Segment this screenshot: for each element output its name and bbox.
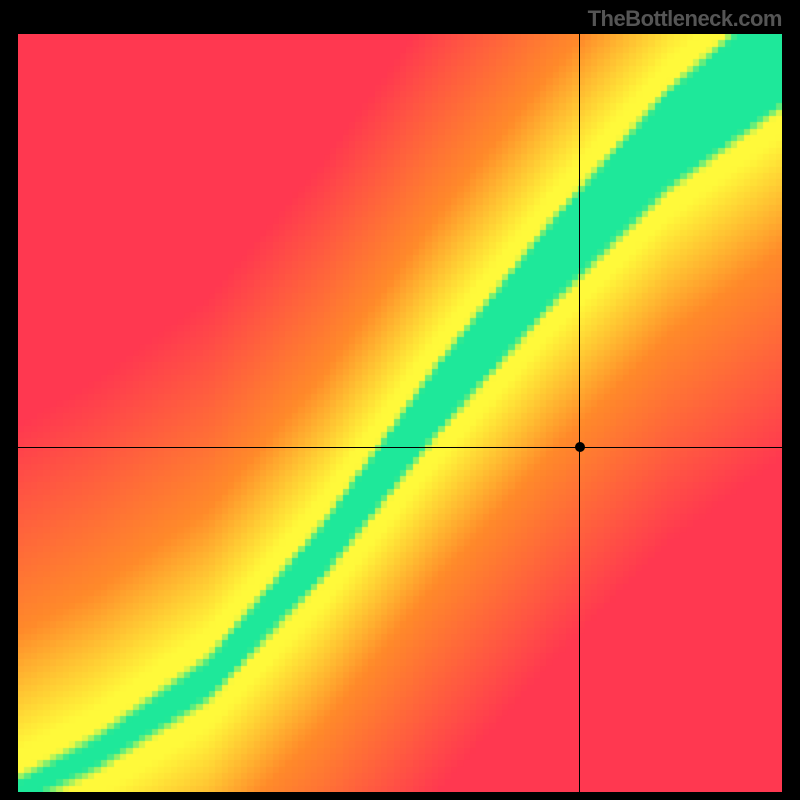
- crosshair-horizontal: [18, 447, 782, 448]
- plot-frame: [18, 34, 782, 792]
- marker-dot: [575, 442, 585, 452]
- crosshair-vertical: [579, 34, 580, 792]
- heatmap-plot-area: [18, 34, 782, 792]
- heatmap-canvas: [18, 34, 782, 792]
- chart-container: TheBottleneck.com: [0, 0, 800, 800]
- watermark-text: TheBottleneck.com: [588, 6, 782, 32]
